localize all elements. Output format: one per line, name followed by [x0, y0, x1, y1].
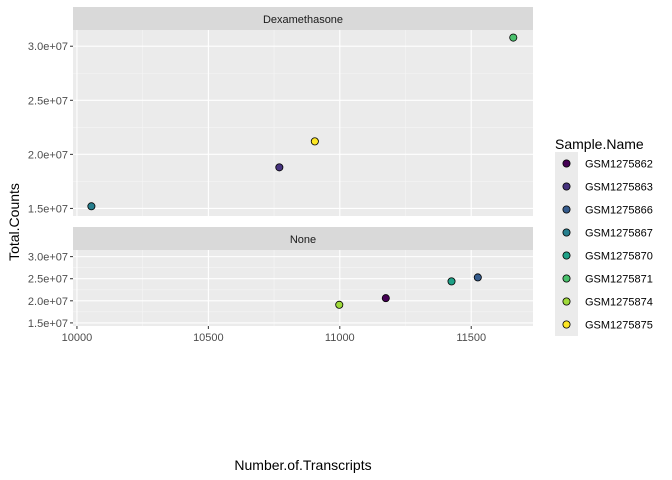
- legend-label: GSM1275867: [585, 228, 653, 240]
- y-tick-label: 2.5e+07: [28, 95, 68, 107]
- x-axis: 10000 10500 11000 11500: [62, 326, 486, 344]
- legend-key-gsm1275862: [562, 159, 571, 168]
- panel-background: [73, 30, 533, 216]
- legend-label: GSM1275870: [585, 251, 653, 263]
- legend-label: GSM1275866: [585, 205, 653, 217]
- data-point-gsm1275871: [509, 33, 518, 42]
- facet-panel-dexamethasone: Dexamethasone: [73, 7, 533, 216]
- legend: Sample.Name GSM1275862 GSM1275863 GSM12758…: [555, 136, 653, 336]
- data-points: [87, 33, 518, 211]
- legend-key-gsm1275871: [562, 274, 571, 283]
- x-tick-label: 10500: [193, 332, 224, 344]
- legend-label: GSM1275863: [585, 182, 653, 194]
- y-axis-top: 1.5e+07 2.0e+07 2.5e+07 3.0e+07: [28, 41, 73, 215]
- data-point-gsm1275867: [87, 202, 96, 211]
- facet-panel-none: None: [73, 227, 533, 326]
- facet-strip-label: Dexamethasone: [263, 14, 343, 26]
- data-point-gsm1275875: [310, 137, 319, 146]
- y-tick-label: 2.0e+07: [28, 296, 68, 308]
- y-tick-label: 1.5e+07: [28, 203, 68, 215]
- x-tick-label: 10000: [62, 332, 93, 344]
- legend-key-gsm1275870: [562, 251, 571, 260]
- y-tick-label: 3.0e+07: [28, 41, 68, 53]
- data-point-gsm1275862: [381, 294, 390, 303]
- y-tick-label: 1.5e+07: [28, 318, 68, 330]
- legend-label: GSM1275874: [585, 297, 653, 309]
- grid-lines: [73, 250, 533, 326]
- x-axis-title: Number.of.Transcripts: [234, 457, 371, 473]
- legend-label: GSM1275862: [585, 159, 653, 171]
- legend-key-gsm1275874: [562, 297, 571, 306]
- data-point-gsm1275863: [275, 163, 284, 172]
- legend-key-gsm1275867: [562, 228, 571, 237]
- y-tick-label: 2.5e+07: [28, 274, 68, 286]
- legend-key-gsm1275875: [562, 320, 571, 329]
- legend-key-gsm1275866: [562, 205, 571, 214]
- legend-label: GSM1275871: [585, 274, 653, 286]
- data-point-gsm1275874: [335, 300, 344, 309]
- facet-strip: [73, 7, 533, 30]
- x-tick-label: 11000: [325, 332, 355, 344]
- legend-label: GSM1275875: [585, 320, 653, 332]
- facet-strip-label: None: [290, 234, 316, 246]
- y-tick-label: 3.0e+07: [28, 252, 68, 264]
- panel-background: [73, 250, 533, 326]
- legend-title: Sample.Name: [555, 136, 644, 152]
- y-axis-bottom: 1.5e+07 2.0e+07 2.5e+07 3.0e+07: [28, 252, 73, 330]
- data-points: [335, 273, 482, 309]
- data-point-gsm1275870: [447, 277, 456, 286]
- facet-strip: [73, 227, 533, 250]
- grid-lines: [73, 30, 533, 216]
- y-axis-title: Total.Counts: [6, 183, 22, 261]
- x-tick-label: 11500: [456, 332, 486, 344]
- legend-key-gsm1275863: [562, 182, 571, 191]
- data-point-gsm1275866: [473, 273, 482, 282]
- y-tick-label: 2.0e+07: [28, 149, 68, 161]
